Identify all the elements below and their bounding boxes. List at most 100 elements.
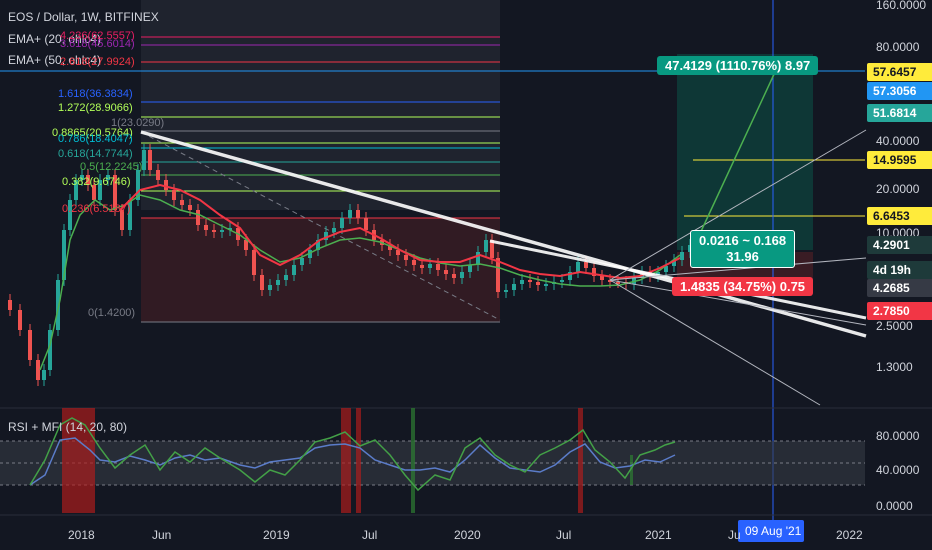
candle-body xyxy=(592,268,596,276)
candle-body xyxy=(164,180,168,190)
candle-body xyxy=(420,265,424,268)
candle-body xyxy=(196,210,200,225)
candle-body xyxy=(364,218,368,230)
rsi-signal-bars xyxy=(62,408,633,513)
time-tick: 2020 xyxy=(454,528,481,542)
fan-line-4[interactable] xyxy=(609,279,821,406)
time-tick: 2019 xyxy=(263,528,290,542)
ema50-line xyxy=(39,194,681,371)
rsi-tick: 40.0000 xyxy=(876,463,920,477)
ema20-line xyxy=(119,183,681,280)
candle-body xyxy=(62,230,66,280)
fib-label: 0.8865(20.5764) xyxy=(52,127,133,139)
candle-body xyxy=(180,200,184,205)
price-tag: 14.9595 xyxy=(867,151,932,169)
candle-body xyxy=(608,280,612,282)
time-tick: 2018 xyxy=(68,528,95,542)
candle-body xyxy=(404,255,408,260)
fan-line-1[interactable] xyxy=(609,129,867,281)
candle-body xyxy=(8,300,12,310)
candle-body xyxy=(74,180,78,200)
candle-body xyxy=(490,240,494,258)
candle-body xyxy=(512,284,516,290)
candle-body xyxy=(172,190,176,200)
candle-body xyxy=(504,290,508,292)
price-tag: 6.6453 xyxy=(867,207,932,225)
candle-body xyxy=(36,360,40,380)
candle-body xyxy=(113,175,117,210)
ema20-legend[interactable]: EMA+ (20, ohlc4) xyxy=(8,32,102,46)
candle-body xyxy=(292,265,296,275)
candle-body xyxy=(528,280,532,282)
crosshair-date-pill xyxy=(738,520,804,542)
candle-body xyxy=(244,240,248,250)
candle-body xyxy=(268,285,272,290)
fib-label: 0.618(14.7744) xyxy=(58,148,133,160)
fib-label: 0.236(6.5187) xyxy=(62,203,131,215)
candle-body xyxy=(300,258,304,265)
candle-body xyxy=(396,250,400,255)
candle-body xyxy=(436,264,440,270)
price-tick: 40.0000 xyxy=(876,134,920,148)
projection-line[interactable] xyxy=(696,69,777,241)
candle-body xyxy=(188,205,192,210)
fan-line-2[interactable] xyxy=(609,257,867,281)
candle-body xyxy=(68,200,72,230)
fan-line-3[interactable] xyxy=(609,279,867,326)
candle-body xyxy=(568,272,572,280)
fib-label: 0.786(18.4047) xyxy=(58,133,133,145)
fib-label: 0.5(12.2245) xyxy=(80,161,143,173)
measure-long-label[interactable]: 47.4129 (1110.76%) 8.97 xyxy=(657,56,819,75)
measure-mini-line2: 31.96 xyxy=(726,249,759,264)
candle-body xyxy=(460,272,464,278)
candle-body xyxy=(340,218,344,228)
fib-label: 4.236(62.5557) xyxy=(60,30,135,42)
candle-body xyxy=(600,276,604,280)
candle-body xyxy=(28,330,32,360)
candle-body xyxy=(156,170,160,180)
measure-mini-box[interactable]: 0.0216 ~ 0.168 31.96 xyxy=(690,230,796,268)
trendline-main[interactable] xyxy=(140,130,867,338)
price-tick: 80.0000 xyxy=(876,40,920,54)
fib-label: 1.272(28.9066) xyxy=(58,102,133,114)
rsi-title[interactable]: RSI + MFI (14, 20, 80) xyxy=(8,420,128,434)
candle-body xyxy=(544,284,548,286)
symbol-title[interactable]: EOS / Dollar, 1W, BITFINEX xyxy=(8,10,159,24)
price-tag: 57.3056 xyxy=(867,82,932,100)
time-tick: Jul xyxy=(556,528,572,542)
candle-body xyxy=(560,280,564,282)
candle-body xyxy=(468,265,472,272)
candle-body xyxy=(284,275,288,280)
measure-long-zone xyxy=(677,54,813,250)
candle-body xyxy=(80,175,84,180)
candle-body xyxy=(576,262,580,272)
fib-label: 0.382(9.6746) xyxy=(62,176,131,188)
rsi-tick: 80.0000 xyxy=(876,429,920,443)
price-tick: 2.5000 xyxy=(876,319,913,333)
candle-body xyxy=(680,252,684,260)
ema50-legend[interactable]: EMA+ (50, ohlc4) xyxy=(8,53,102,67)
price-tick: 1.3000 xyxy=(876,360,913,374)
fib-label: 3.618(45.6014) xyxy=(60,38,135,50)
candle-body xyxy=(444,270,448,274)
measure-short-label[interactable]: 1.4835 (34.75%) 0.75 xyxy=(672,277,814,296)
candle-body xyxy=(428,264,432,268)
candle-body xyxy=(388,245,392,250)
fib-upper-zone xyxy=(141,0,500,210)
candle-body xyxy=(616,282,620,284)
candle-body xyxy=(308,250,312,258)
candle-body xyxy=(536,282,540,285)
candle-body xyxy=(48,330,52,370)
candle-body xyxy=(18,310,22,330)
candle-body xyxy=(356,210,360,218)
candle-body xyxy=(332,228,336,232)
candle-body xyxy=(86,175,90,185)
candle-body xyxy=(316,240,320,250)
time-tick: 2021 xyxy=(645,528,672,542)
candle-body xyxy=(348,210,352,218)
time-tick: 2022 xyxy=(836,528,863,542)
fib-lines xyxy=(141,36,500,323)
candle-body xyxy=(148,150,152,170)
fib-label: 0(1.4200) xyxy=(88,307,136,319)
